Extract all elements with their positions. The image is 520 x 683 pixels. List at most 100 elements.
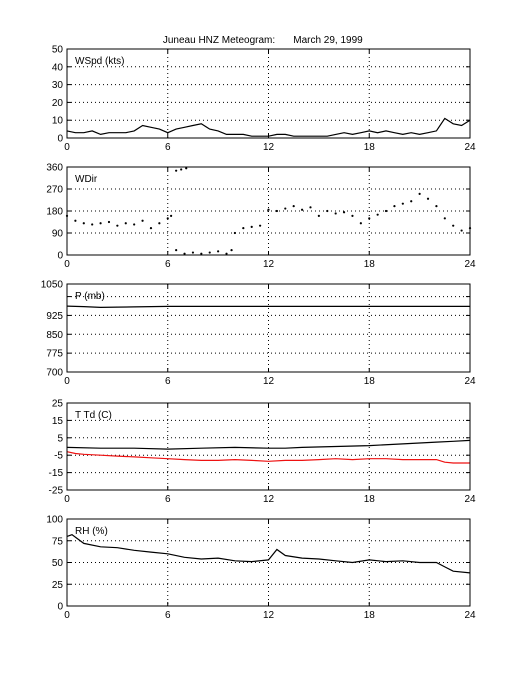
wdir-point: [292, 205, 295, 208]
wdir-point: [452, 224, 455, 227]
x-tick-label: 6: [165, 142, 171, 153]
plot-frame: [66, 166, 471, 256]
wdir-point: [309, 206, 312, 209]
wdir-point: [410, 200, 413, 203]
wdir-point: [250, 225, 253, 228]
plot-frame: [66, 283, 471, 373]
y-tick-label: 270: [46, 185, 63, 196]
wdir-point: [158, 222, 161, 225]
series-line-0: [66, 534, 471, 574]
y-tick-label: 15: [52, 416, 64, 427]
wdir-point: [166, 217, 169, 220]
wdir-point: [376, 213, 379, 216]
wdir-point: [185, 167, 188, 170]
x-tick-label: 6: [165, 610, 171, 621]
y-tick-label: 5: [57, 433, 63, 444]
y-tick-label: 0: [57, 251, 63, 262]
y-tick-label: 0: [57, 134, 63, 145]
y-tick-label: 700: [46, 368, 63, 379]
x-tick-label: 0: [64, 259, 70, 270]
wdir-point: [200, 252, 203, 255]
x-tick-label: 6: [165, 376, 171, 387]
plot-frame: [66, 402, 471, 491]
y-tick-label: 30: [52, 80, 64, 91]
plot-frame: [66, 518, 471, 607]
series-line-0: [66, 117, 471, 137]
x-tick-label: 6: [165, 259, 171, 270]
series-line-0: [66, 439, 471, 450]
wdir-point: [443, 217, 446, 220]
y-tick-label: 20: [52, 98, 64, 109]
y-tick-label: -25: [49, 486, 64, 497]
wdir-point: [116, 224, 119, 227]
wdir-point: [275, 209, 278, 213]
panel-label: P (mb): [75, 291, 105, 302]
wdir-point: [342, 211, 346, 214]
panel-label: T Td (C): [75, 410, 112, 421]
x-tick-label: 24: [464, 494, 476, 505]
wdir-point: [401, 202, 404, 205]
wdir-point: [183, 252, 186, 255]
wdir-point: [82, 222, 85, 225]
x-tick-label: 12: [263, 610, 275, 621]
panel-label: WSpd (kts): [75, 56, 124, 67]
y-tick-label: 10: [52, 116, 64, 127]
x-tick-label: 24: [464, 259, 476, 270]
y-tick-label: -5: [54, 451, 63, 462]
x-tick-label: 12: [263, 259, 275, 270]
x-tick-label: 6: [165, 494, 171, 505]
y-tick-label: 25: [52, 580, 64, 591]
wdir-point: [368, 217, 371, 220]
y-tick-label: 0: [57, 602, 63, 613]
wdir-point: [393, 205, 396, 208]
y-tick-label: 775: [46, 349, 63, 360]
wdir-point: [460, 229, 463, 232]
y-tick-label: 1050: [41, 280, 64, 291]
y-tick-label: 40: [52, 62, 64, 73]
wdir-point: [435, 205, 438, 208]
x-tick-label: 12: [263, 494, 275, 505]
x-tick-label: 24: [464, 610, 476, 621]
y-tick-label: 360: [46, 163, 63, 174]
panel-1: 0 6 12 18 24 0 90 180 270 360 WDir: [46, 163, 476, 271]
wdir-point: [217, 250, 220, 253]
x-tick-label: 18: [364, 259, 376, 270]
wdir-point: [191, 251, 195, 254]
y-tick-label: 50: [52, 45, 64, 56]
x-tick-label: 18: [364, 610, 376, 621]
y-tick-label: 925: [46, 311, 63, 322]
wdir-point: [175, 249, 178, 252]
wdir-point: [107, 220, 111, 224]
wdir-point: [124, 222, 127, 225]
wdir-point: [242, 227, 245, 230]
wdir-point: [149, 227, 153, 230]
x-tick-label: 18: [364, 494, 376, 505]
x-tick-label: 18: [364, 142, 376, 153]
plot-frame: [66, 48, 471, 139]
wdir-point: [317, 214, 320, 217]
y-tick-label: 90: [52, 229, 64, 240]
wdir-point: [267, 208, 270, 211]
series-line-0: [66, 305, 470, 309]
y-tick-label: -15: [49, 468, 64, 479]
wdir-point: [141, 219, 144, 222]
wdir-point: [91, 223, 94, 226]
wdir-point: [418, 192, 421, 195]
y-tick-label: 850: [46, 330, 63, 341]
wdir-point: [225, 252, 228, 255]
x-tick-label: 12: [263, 376, 275, 387]
x-tick-label: 24: [464, 142, 476, 153]
panel-3: 0 6 12 18 24 -25 -15 -5 5 15 25 T Td (C): [49, 399, 476, 506]
wdir-point: [326, 209, 329, 213]
wdir-point: [351, 214, 354, 217]
wdir-point: [300, 208, 304, 211]
x-tick-label: 12: [263, 142, 275, 153]
y-tick-label: 180: [46, 207, 63, 218]
wdir-point: [359, 222, 362, 225]
x-tick-label: 18: [364, 376, 376, 387]
wdir-point: [133, 223, 136, 226]
wdir-point: [384, 209, 388, 213]
wdir-point: [74, 219, 77, 222]
wdir-point: [170, 214, 173, 217]
x-tick-label: 0: [64, 142, 70, 153]
